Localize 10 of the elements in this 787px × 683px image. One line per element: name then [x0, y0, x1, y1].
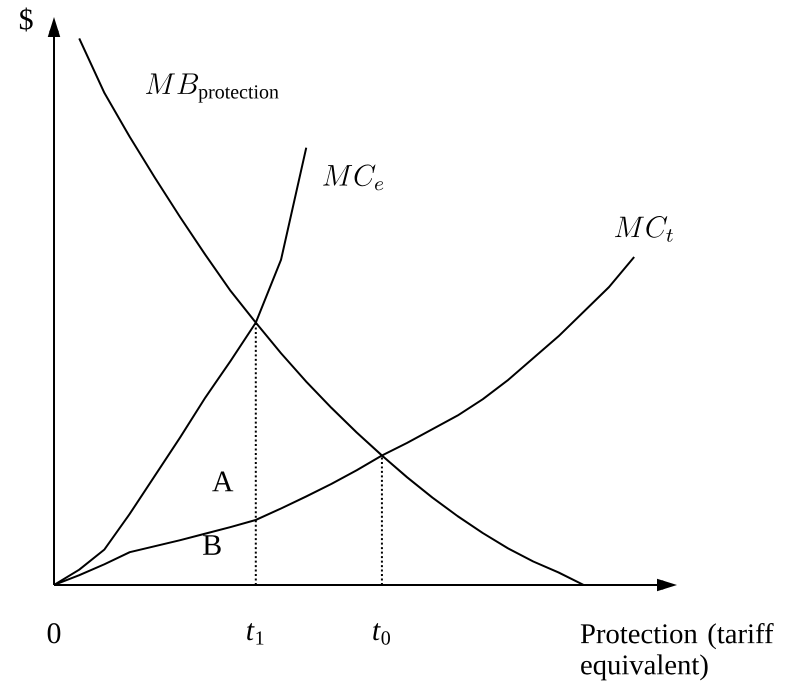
series-label: $MB_{\mathrm{protection}}$	[146, 74, 279, 103]
x-axis-title: Protection (tariff equivalent)	[580, 623, 774, 680]
y-axis-title: $	[20, 8, 33, 32]
x-tick-label: t$_{1}$	[247, 623, 264, 644]
annotation: B	[203, 535, 221, 555]
x-tick-label: 0	[48, 623, 60, 644]
series-label: $MC_{e}$	[323, 164, 384, 190]
x-tick-label: t$_{0}$	[373, 623, 390, 645]
annotation: A	[212, 472, 234, 492]
series-label: $MC_{t}$	[614, 216, 673, 242]
